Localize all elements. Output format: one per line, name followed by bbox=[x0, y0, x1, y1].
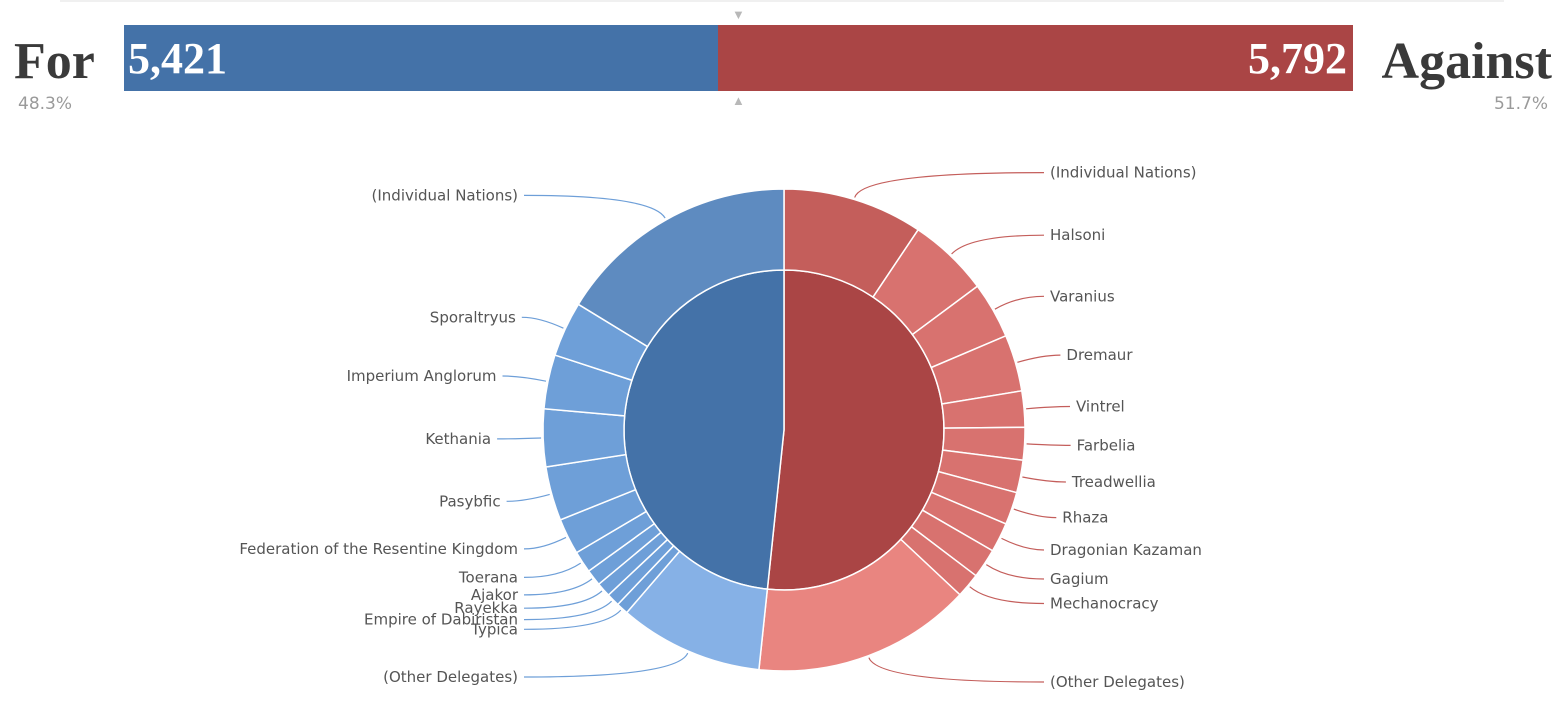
slice-label-against-farbelia: Farbelia bbox=[1077, 436, 1136, 454]
leader-line bbox=[506, 493, 550, 502]
for-vote-count: 5,421 bbox=[128, 34, 227, 83]
top-divider bbox=[60, 0, 1504, 2]
leader-line bbox=[523, 609, 622, 630]
slice-label-for-typica: Typica bbox=[470, 620, 518, 638]
leader-line bbox=[502, 375, 547, 382]
leader-line bbox=[523, 652, 689, 678]
leader-line bbox=[1001, 537, 1045, 551]
slice-labels: (Individual Nations) Halsoni Varanius Drema… bbox=[239, 164, 1202, 691]
slice-label-for-kethania: Kethania bbox=[425, 430, 491, 448]
leader-line bbox=[868, 657, 1045, 683]
slice-label-against-vintrel: Vintrel bbox=[1076, 398, 1125, 416]
slice-label-for-toerana: Toerana bbox=[458, 568, 518, 586]
leader-line bbox=[1022, 476, 1066, 483]
slice-label-for-empire-of-dabiristan: Empire of Dabiristan bbox=[364, 611, 518, 629]
inner-ring bbox=[623, 269, 945, 591]
slice-label-against-gagium: Gagium bbox=[1050, 570, 1109, 588]
slice-label-for-individual-nations: (Individual Nations) bbox=[372, 186, 518, 204]
leader-line bbox=[523, 590, 603, 609]
leader-line bbox=[1013, 508, 1057, 519]
against-percent: 51.7% bbox=[1493, 94, 1548, 114]
outer-slice-for-individual-nations[interactable] bbox=[577, 188, 785, 348]
leader-line bbox=[523, 194, 666, 219]
slice-label-against-other-delegates: (Other Delegates) bbox=[1050, 673, 1185, 691]
slice-label-against-dragonian-kazaman: Dragonian Kazaman bbox=[1050, 541, 1202, 559]
leader-line bbox=[854, 172, 1045, 198]
slice-label-for-ajakor: Ajakor bbox=[471, 586, 519, 604]
leader-line bbox=[521, 316, 564, 329]
slice-label-for-pasybfic: Pasybfic bbox=[439, 492, 500, 510]
slice-label-against-mechanocracy: Mechanocracy bbox=[1050, 595, 1159, 613]
slice-label-against-rhaza: Rhaza bbox=[1062, 509, 1108, 527]
leader-line bbox=[523, 562, 582, 578]
slice-label-against-varanius: Varanius bbox=[1050, 287, 1115, 305]
majority-marker-down-icon: ▼ bbox=[732, 7, 745, 22]
majority-marker-up-icon: ▲ bbox=[732, 93, 745, 108]
slice-label-against-halsoni: Halsoni bbox=[1050, 226, 1105, 244]
leader-line bbox=[1026, 405, 1071, 410]
slice-label-for-other-delegates: (Other Delegates) bbox=[383, 668, 518, 686]
against-vote-count: 5,792 bbox=[1248, 34, 1347, 83]
for-bar: 5,421 bbox=[124, 25, 718, 91]
slice-label-for-rayekka: Rayekka bbox=[454, 599, 518, 617]
slice-label-against-treadwellia: Treadwellia bbox=[1071, 473, 1156, 491]
leader-line bbox=[523, 536, 567, 550]
against-bar: 5,792 bbox=[718, 25, 1353, 91]
leader-line bbox=[497, 437, 542, 440]
leader-line bbox=[1017, 354, 1061, 363]
leader-line bbox=[523, 600, 613, 621]
against-label: Against bbox=[1381, 33, 1552, 90]
for-label: For bbox=[14, 33, 95, 90]
leader-line bbox=[1026, 443, 1071, 446]
slice-label-against-individual-nations: (Individual Nations) bbox=[1050, 164, 1196, 182]
outer-ring bbox=[542, 188, 1026, 672]
leader-line bbox=[951, 234, 1045, 255]
leader-line bbox=[523, 578, 593, 596]
leader-line bbox=[994, 295, 1045, 310]
slice-label-for-sporaltryus: Sporaltryus bbox=[430, 308, 516, 326]
slice-label-for-imperium-anglorum: Imperium Anglorum bbox=[347, 367, 497, 385]
leader-lines bbox=[497, 172, 1071, 683]
slice-label-against-dremaur: Dremaur bbox=[1066, 346, 1133, 364]
leader-line bbox=[969, 586, 1045, 605]
slice-label-for-federation-of-the-resentine-kingdom: Federation of the Resentine Kingdom bbox=[239, 540, 518, 558]
leader-line bbox=[985, 564, 1045, 580]
for-percent: 48.3% bbox=[18, 94, 73, 114]
